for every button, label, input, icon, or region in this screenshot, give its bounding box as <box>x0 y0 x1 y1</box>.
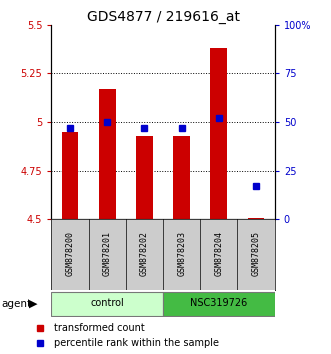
Bar <box>62 132 78 219</box>
Text: ▶: ▶ <box>29 298 37 309</box>
Title: GDS4877 / 219616_at: GDS4877 / 219616_at <box>86 10 240 24</box>
Bar <box>211 48 227 219</box>
Text: GSM878203: GSM878203 <box>177 231 186 276</box>
Bar <box>136 136 153 219</box>
Bar <box>51 292 163 315</box>
Text: NSC319726: NSC319726 <box>190 298 248 308</box>
Bar <box>99 89 116 219</box>
Text: GSM878202: GSM878202 <box>140 231 149 276</box>
Text: agent: agent <box>2 298 32 309</box>
Bar <box>248 218 264 219</box>
Text: GSM878204: GSM878204 <box>214 231 223 276</box>
Text: GSM878200: GSM878200 <box>66 231 74 276</box>
Bar <box>163 292 275 315</box>
Text: control: control <box>90 298 124 308</box>
Text: transformed count: transformed count <box>54 322 145 332</box>
Bar <box>173 136 190 219</box>
Text: GSM878205: GSM878205 <box>252 231 260 276</box>
Text: GSM878201: GSM878201 <box>103 231 112 276</box>
Text: percentile rank within the sample: percentile rank within the sample <box>54 338 219 348</box>
